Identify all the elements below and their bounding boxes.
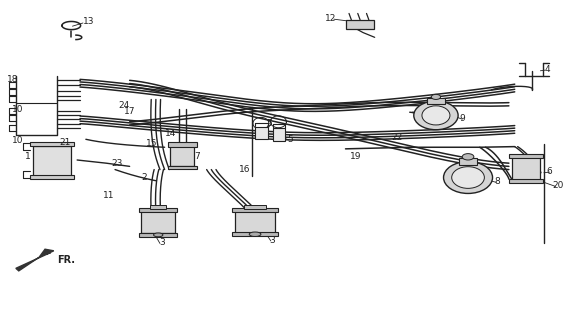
Text: 21: 21 bbox=[60, 138, 71, 147]
Bar bbox=[427, 98, 445, 104]
Bar bbox=[30, 142, 74, 146]
Text: FR.: FR. bbox=[57, 255, 74, 265]
Text: 20: 20 bbox=[553, 181, 564, 190]
Bar bbox=[232, 208, 278, 212]
Bar bbox=[168, 166, 197, 169]
Text: 11: 11 bbox=[103, 190, 115, 200]
Ellipse shape bbox=[422, 106, 450, 125]
Ellipse shape bbox=[154, 233, 163, 237]
Text: 10: 10 bbox=[12, 136, 23, 145]
Bar bbox=[272, 128, 285, 141]
Text: 18: 18 bbox=[7, 75, 19, 84]
Text: 13: 13 bbox=[83, 17, 94, 26]
Text: 15: 15 bbox=[146, 139, 158, 148]
Text: 10: 10 bbox=[12, 105, 23, 114]
Text: 6: 6 bbox=[547, 167, 553, 176]
Text: 3: 3 bbox=[159, 238, 165, 247]
Bar bbox=[139, 233, 178, 237]
Text: 19: 19 bbox=[350, 152, 362, 161]
Bar bbox=[139, 208, 178, 212]
Bar bbox=[244, 205, 266, 209]
Text: 14: 14 bbox=[165, 129, 176, 138]
Ellipse shape bbox=[452, 167, 485, 188]
Bar bbox=[509, 154, 543, 158]
Bar bbox=[512, 157, 540, 180]
Ellipse shape bbox=[431, 94, 441, 100]
Text: 22: 22 bbox=[391, 133, 402, 142]
Bar bbox=[459, 158, 478, 165]
Bar bbox=[141, 211, 175, 233]
Bar bbox=[171, 146, 194, 166]
Bar bbox=[346, 20, 373, 29]
Text: 9: 9 bbox=[460, 114, 466, 123]
Bar bbox=[30, 175, 74, 179]
Text: 17: 17 bbox=[124, 107, 135, 116]
Bar bbox=[234, 211, 275, 233]
Bar bbox=[150, 205, 166, 209]
Bar bbox=[509, 179, 543, 183]
Ellipse shape bbox=[444, 162, 493, 194]
Ellipse shape bbox=[462, 154, 474, 160]
Text: 3: 3 bbox=[270, 236, 275, 245]
Text: 8: 8 bbox=[495, 177, 500, 186]
Text: 12: 12 bbox=[325, 14, 336, 23]
Ellipse shape bbox=[249, 232, 261, 236]
Bar bbox=[168, 142, 197, 147]
Text: 7: 7 bbox=[194, 152, 200, 161]
Text: 2: 2 bbox=[141, 173, 147, 182]
Text: 23: 23 bbox=[111, 159, 122, 168]
Text: 16: 16 bbox=[239, 165, 251, 174]
Bar bbox=[255, 126, 268, 139]
Bar bbox=[33, 146, 71, 176]
Bar bbox=[232, 232, 278, 236]
Polygon shape bbox=[16, 249, 54, 271]
Text: 24: 24 bbox=[118, 101, 130, 110]
Text: 1: 1 bbox=[25, 152, 30, 161]
Text: 4: 4 bbox=[545, 65, 551, 74]
Ellipse shape bbox=[414, 101, 458, 130]
Text: 5: 5 bbox=[287, 135, 293, 144]
Text: 5: 5 bbox=[267, 119, 272, 128]
